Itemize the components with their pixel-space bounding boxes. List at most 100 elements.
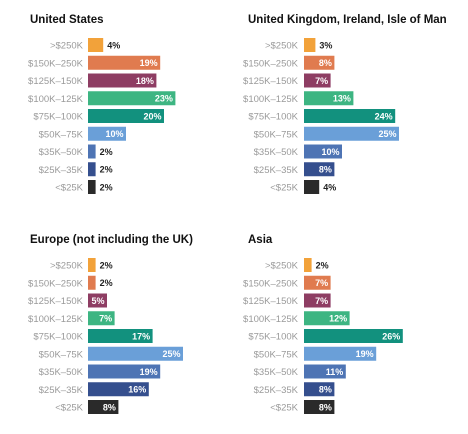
- bar: [304, 382, 335, 397]
- panel-title: Europe (not including the UK): [30, 234, 193, 246]
- value-label: 7%: [315, 278, 328, 288]
- value-label: 8%: [319, 165, 332, 175]
- value-label: 26%: [382, 331, 400, 341]
- value-label: 8%: [319, 385, 332, 395]
- category-label: $75K–100K: [248, 112, 298, 123]
- value-label: 8%: [319, 58, 332, 68]
- bar: [304, 275, 331, 290]
- bar: [304, 162, 335, 177]
- category-label: $100K–125K: [28, 94, 84, 105]
- bar: [88, 55, 161, 70]
- category-label: $100K–125K: [243, 314, 299, 325]
- panel-3: Asia >$250K 2% $150K–250K 7% $125K–150K 7% $100…: [243, 234, 403, 414]
- panel-1: United Kingdom, Ireland, Isle of Man >$25…: [243, 14, 447, 194]
- category-label: <$25K: [270, 183, 298, 194]
- value-label: 10%: [105, 129, 123, 139]
- category-label: $125K–150K: [28, 76, 84, 87]
- category-label: <$25K: [55, 183, 83, 194]
- bar: [304, 180, 320, 194]
- panel-title: United States: [30, 14, 104, 26]
- category-label: $150K–250K: [28, 278, 84, 289]
- panel-title: Asia: [248, 234, 273, 246]
- value-label: 4%: [323, 182, 336, 192]
- category-label: $50K–75K: [39, 349, 84, 360]
- category-label: $35K–50K: [39, 147, 84, 158]
- bar: [88, 293, 107, 308]
- bar: [304, 144, 342, 159]
- category-label: $35K–50K: [254, 147, 299, 158]
- value-label: 20%: [143, 111, 161, 121]
- category-label: $75K–100K: [33, 112, 83, 123]
- bar: [304, 311, 350, 326]
- category-label: $50K–75K: [39, 129, 84, 140]
- bar: [304, 109, 396, 123]
- value-label: 8%: [319, 402, 332, 412]
- bar: [88, 91, 176, 106]
- value-label: 13%: [333, 94, 351, 104]
- category-label: $25K–35K: [39, 165, 84, 176]
- category-label: $35K–50K: [254, 367, 299, 378]
- category-label: <$25K: [270, 403, 298, 414]
- bar: [88, 162, 96, 177]
- category-label: $150K–250K: [243, 58, 299, 69]
- value-label: 25%: [162, 349, 180, 359]
- value-label: 16%: [128, 385, 146, 395]
- bar: [88, 311, 115, 326]
- category-label: $125K–150K: [28, 296, 84, 307]
- category-label: <$25K: [55, 403, 83, 414]
- value-label: 10%: [321, 147, 339, 157]
- category-label: $75K–100K: [248, 332, 298, 343]
- category-label: >$250K: [50, 41, 84, 52]
- bar: [304, 364, 346, 379]
- category-label: >$250K: [50, 261, 84, 272]
- bar: [304, 329, 403, 343]
- value-label: 12%: [329, 314, 347, 324]
- panel-title: United Kingdom, Ireland, Isle of Man: [248, 14, 447, 26]
- bar: [88, 144, 96, 159]
- bar: [88, 364, 161, 379]
- category-label: >$250K: [265, 261, 299, 272]
- bar: [304, 55, 335, 70]
- bar: [88, 275, 96, 290]
- bar: [304, 126, 399, 141]
- value-label: 24%: [375, 111, 393, 121]
- value-label: 7%: [315, 296, 328, 306]
- value-label: 4%: [107, 40, 120, 50]
- value-label: 5%: [91, 296, 104, 306]
- bar: [88, 346, 183, 361]
- category-label: $25K–35K: [254, 165, 299, 176]
- value-label: 2%: [100, 147, 113, 157]
- value-label: 17%: [132, 331, 150, 341]
- value-label: 18%: [136, 76, 154, 86]
- value-label: 2%: [100, 278, 113, 288]
- bar: [304, 400, 335, 414]
- bar: [304, 293, 331, 308]
- category-label: $100K–125K: [243, 94, 299, 105]
- value-label: 2%: [100, 165, 113, 175]
- category-label: $125K–150K: [243, 296, 299, 307]
- panel-0: United States >$250K 4% $150K–250K 19% $125K–…: [28, 14, 176, 194]
- bar: [88, 382, 149, 397]
- bar: [88, 180, 96, 194]
- category-label: $50K–75K: [254, 349, 299, 360]
- value-label: 2%: [100, 260, 113, 270]
- category-label: $100K–125K: [28, 314, 84, 325]
- value-label: 19%: [140, 367, 158, 377]
- value-label: 8%: [103, 402, 116, 412]
- bar: [88, 109, 164, 123]
- bar: [88, 400, 119, 414]
- value-label: 7%: [99, 314, 112, 324]
- bar: [88, 258, 96, 272]
- category-label: $50K–75K: [254, 129, 299, 140]
- category-label: $35K–50K: [39, 367, 84, 378]
- bar: [304, 258, 312, 272]
- value-label: 3%: [319, 40, 332, 50]
- bar: [88, 73, 157, 88]
- bar: [304, 91, 354, 106]
- bar: [304, 73, 331, 88]
- value-label: 19%: [140, 58, 158, 68]
- category-label: $125K–150K: [243, 76, 299, 87]
- value-label: 11%: [326, 367, 344, 377]
- bar: [88, 329, 153, 343]
